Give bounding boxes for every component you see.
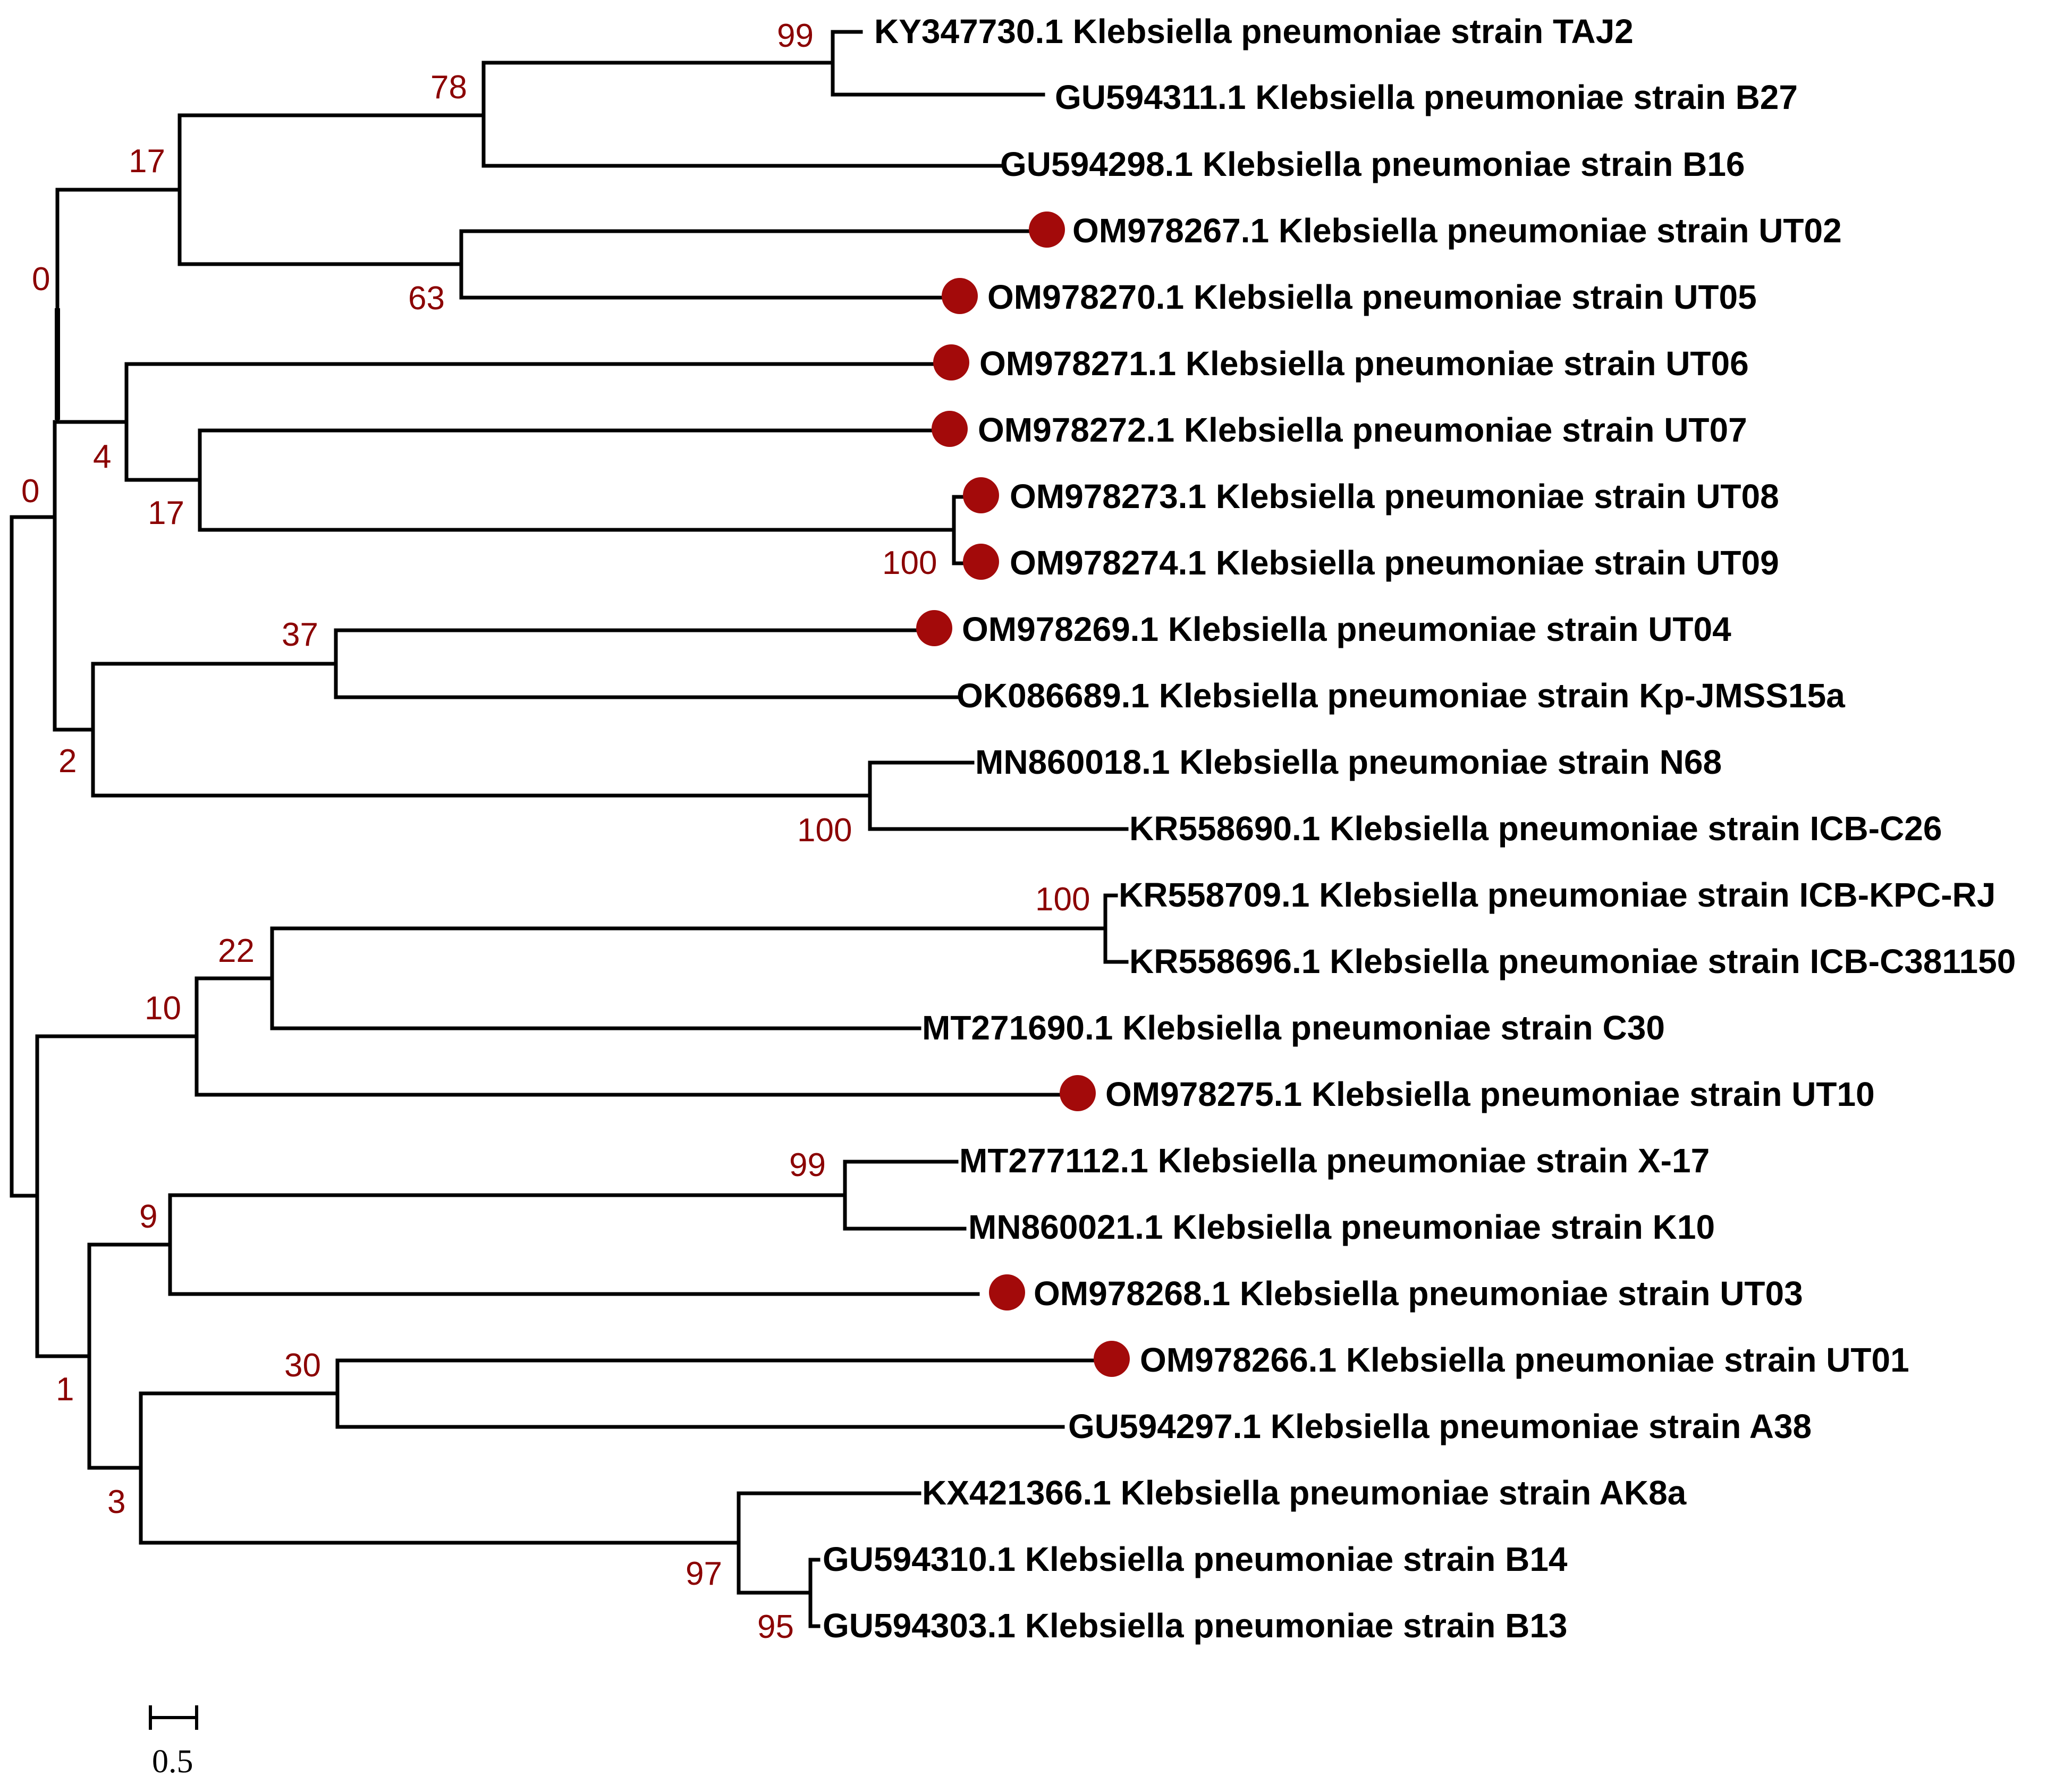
- marker-ut09: [963, 544, 999, 580]
- bootstrap-value: 30: [284, 1347, 321, 1384]
- taxon-label: OM978268.1 Klebsiella pneumoniae strain …: [1034, 1274, 1803, 1313]
- bootstrap-value: 17: [129, 143, 165, 180]
- bootstrap-value: 2: [58, 743, 77, 780]
- branch-zero-upper: [55, 188, 182, 424]
- taxon-label: MT277112.1 Klebsiella pneumoniae strain …: [959, 1142, 1710, 1180]
- bootstrap-value: 1: [56, 1371, 74, 1408]
- bootstrap-value: 97: [686, 1555, 722, 1592]
- taxon-label: MT271690.1 Klebsiella pneumoniae strain …: [922, 1009, 1665, 1047]
- branch-ut01-a38: [335, 1358, 1097, 1429]
- branch-lower-subclade: [87, 1242, 172, 1470]
- taxon-label: OM978274.1 Klebsiella pneumoniae strain …: [1010, 544, 1779, 582]
- taxon-label: KR558709.1 Klebsiella pneumoniae strain …: [1119, 876, 1995, 914]
- taxon-label: OM978269.1 Klebsiella pneumoniae strain …: [962, 610, 1731, 648]
- branch-ut01-to-b13: [139, 1391, 741, 1545]
- scale-bar-line: [149, 1705, 198, 1730]
- branch-17-node: [177, 113, 486, 266]
- taxon-label: OM978267.1 Klebsiella pneumoniae strain …: [1072, 212, 1842, 250]
- tree-branches: [10, 30, 1129, 1628]
- branch-x17-k10-ut03: [168, 1193, 980, 1296]
- marker-ut06: [933, 344, 969, 381]
- bootstrap-value: 3: [107, 1484, 125, 1520]
- bootstrap-value: 95: [757, 1609, 794, 1645]
- branch-ut04-to-c26: [91, 662, 872, 798]
- taxon-label: OM978271.1 Klebsiella pneumoniae strain …: [979, 344, 1749, 383]
- branch-root: [10, 515, 57, 1198]
- branch-ut07-group: [198, 428, 956, 532]
- marker-ut08: [963, 477, 999, 513]
- bootstrap-value: 100: [797, 812, 852, 849]
- taxon-label: OK086689.1 Klebsiella pneumoniae strain …: [957, 677, 1845, 715]
- bootstrap-values: 99 78 63 17 4 17 100 0 0 37 100 2 100 22…: [21, 18, 1090, 1645]
- taxon-label: KR558690.1 Klebsiella pneumoniae strain …: [1129, 809, 1942, 848]
- taxon-label: GU594298.1 Klebsiella pneumoniae strain …: [1000, 145, 1745, 183]
- branch-ut04-kp: [334, 628, 959, 699]
- branch-b16-group: [481, 61, 1002, 168]
- bootstrap-value: 4: [93, 438, 111, 475]
- bootstrap-value: 99: [777, 18, 814, 54]
- taxon-label: OM978272.1 Klebsiella pneumoniae strain …: [978, 411, 1747, 449]
- marker-ut05: [942, 278, 978, 314]
- marker-ut07: [932, 411, 968, 447]
- taxon-label: OM978270.1 Klebsiella pneumoniae strain …: [987, 278, 1757, 316]
- taxon-label: OM978275.1 Klebsiella pneumoniae strain …: [1105, 1075, 1875, 1113]
- marker-ut01: [1094, 1341, 1130, 1377]
- taxon-label: GU594297.1 Klebsiella pneumoniae strain …: [1068, 1407, 1812, 1445]
- scale-bar-label: 0.5: [152, 1744, 193, 1780]
- bootstrap-value: 99: [789, 1147, 826, 1183]
- taxon-label: MN860018.1 Klebsiella pneumoniae strain …: [975, 743, 1722, 781]
- marker-ut03: [989, 1274, 1025, 1310]
- taxon-labels: KY347730.1 Klebsiella pneumoniae strain …: [823, 12, 2016, 1645]
- bootstrap-value: 78: [430, 69, 467, 106]
- bootstrap-value: 100: [882, 545, 937, 581]
- bootstrap-value: 17: [148, 495, 184, 531]
- taxon-label: KY347730.1 Klebsiella pneumoniae strain …: [874, 12, 1634, 50]
- branch-x17-k10: [843, 1160, 967, 1231]
- branch-ut06-group: [124, 362, 937, 482]
- bootstrap-value: 0: [32, 261, 50, 298]
- branch-upper-main: [53, 420, 95, 732]
- bootstrap-value: 63: [408, 280, 445, 317]
- marker-ut10: [1060, 1075, 1096, 1111]
- taxon-label: OM978273.1 Klebsiella pneumoniae strain …: [1010, 477, 1779, 515]
- bootstrap-value: 0: [21, 473, 39, 510]
- taxon-label: GU594310.1 Klebsiella pneumoniae strain …: [823, 1540, 1568, 1578]
- taxon-label: MN860021.1 Klebsiella pneumoniae strain …: [968, 1208, 1715, 1246]
- branch-ut02-ut05: [459, 229, 1030, 300]
- taxon-label: KX421366.1 Klebsiella pneumoniae strain …: [922, 1474, 1687, 1512]
- taxon-label: GU594311.1 Klebsiella pneumoniae strain …: [1055, 78, 1798, 116]
- branch-thick-segment: [55, 308, 60, 420]
- taxon-label: OM978266.1 Klebsiella pneumoniae strain …: [1140, 1341, 1909, 1379]
- bootstrap-value: 9: [139, 1198, 157, 1235]
- bootstrap-value: 37: [282, 616, 318, 653]
- marker-ut04: [916, 610, 952, 646]
- bootstrap-value: 10: [145, 990, 181, 1027]
- taxon-label: GU594303.1 Klebsiella pneumoniae strain …: [823, 1607, 1568, 1645]
- bootstrap-value: 100: [1035, 881, 1090, 918]
- bootstrap-value: 22: [218, 933, 255, 969]
- scale-bar: 0.5: [149, 1705, 198, 1780]
- isolate-markers: [916, 212, 1130, 1377]
- taxon-label: KR558696.1 Klebsiella pneumoniae strain …: [1129, 942, 2016, 980]
- marker-ut02: [1029, 212, 1065, 248]
